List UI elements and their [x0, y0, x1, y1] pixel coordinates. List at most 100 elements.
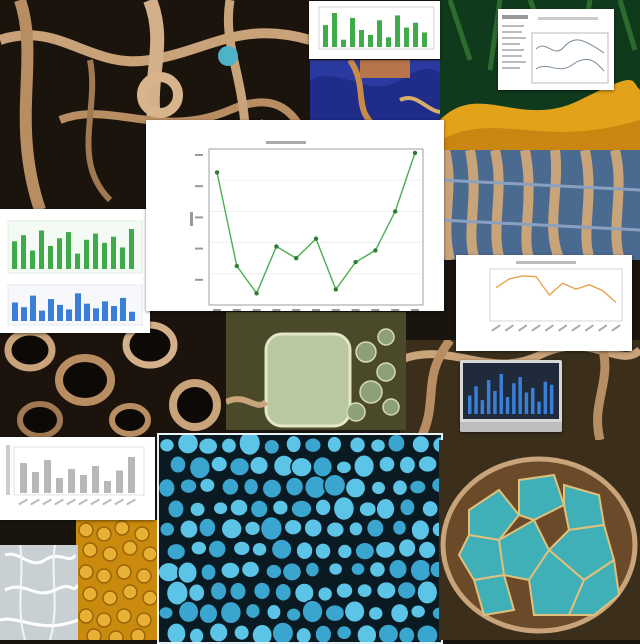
cell	[354, 541, 376, 561]
bar	[537, 401, 541, 414]
cell	[176, 435, 200, 455]
cell	[198, 477, 216, 494]
cell	[228, 581, 248, 602]
bar	[480, 400, 485, 414]
data-point	[294, 256, 299, 261]
bar	[332, 13, 337, 47]
cell	[251, 541, 268, 558]
cell	[159, 477, 176, 499]
cell	[431, 435, 441, 454]
cell	[283, 518, 303, 536]
main-line-chart	[190, 141, 424, 311]
x-tick-label	[312, 309, 320, 311]
data-point	[313, 236, 319, 241]
cell	[261, 478, 283, 499]
x-tick-label	[78, 498, 88, 506]
x-tick-label	[126, 498, 136, 506]
right-line-chart	[489, 261, 623, 332]
cell	[387, 558, 408, 580]
cell	[290, 456, 313, 478]
cell	[378, 455, 396, 474]
cell	[369, 437, 387, 454]
bar	[531, 387, 535, 414]
cell	[295, 626, 313, 642]
cell	[303, 517, 324, 538]
x-tick-label	[597, 324, 608, 332]
cell	[159, 437, 176, 453]
bar	[56, 478, 63, 493]
bar	[543, 381, 548, 414]
bar	[75, 253, 80, 269]
x-tick-label	[611, 324, 621, 332]
bar	[84, 303, 90, 321]
x-tick-label	[272, 309, 281, 311]
data-point	[353, 259, 358, 265]
bar	[84, 239, 89, 269]
cell	[285, 607, 302, 623]
cell	[303, 436, 323, 454]
bar	[21, 235, 26, 269]
cell	[251, 623, 274, 642]
bar	[57, 304, 63, 321]
cell	[327, 561, 344, 577]
bar	[21, 307, 27, 321]
cell	[386, 435, 406, 454]
cell	[209, 580, 228, 602]
x-tick-label	[584, 324, 595, 332]
data-point	[234, 263, 239, 269]
y-tick-label	[195, 278, 203, 281]
bar	[80, 475, 87, 493]
cell	[324, 603, 346, 623]
cell	[220, 517, 243, 540]
bar	[493, 390, 497, 414]
bar	[39, 310, 45, 321]
bar	[12, 241, 17, 269]
cell	[188, 627, 205, 642]
cell	[169, 455, 187, 475]
teal-cell-cross-section	[439, 440, 640, 640]
cell	[281, 561, 303, 582]
cell	[295, 540, 314, 561]
fibrous-tissue-right	[440, 150, 640, 260]
y-tick-label	[195, 247, 203, 250]
bar	[505, 397, 510, 414]
bar	[395, 15, 400, 47]
bar	[66, 232, 71, 269]
cell	[332, 495, 356, 522]
cell	[409, 603, 427, 619]
bar	[39, 230, 44, 269]
bar	[120, 247, 125, 269]
bar	[486, 380, 491, 414]
cell	[166, 542, 187, 561]
data-point	[274, 244, 279, 249]
blue-gold-texture-top	[310, 60, 450, 130]
cell	[410, 518, 431, 542]
bar	[48, 299, 54, 321]
bar	[377, 20, 382, 47]
bar	[102, 242, 107, 269]
data-point	[412, 150, 418, 156]
cell	[415, 623, 439, 642]
x-tick-label	[114, 498, 124, 506]
cell	[335, 624, 353, 641]
cell	[166, 622, 187, 642]
cell	[200, 563, 217, 582]
top-bar-chart	[318, 6, 435, 50]
cell	[233, 624, 251, 642]
bar	[12, 302, 18, 321]
cell	[271, 499, 290, 517]
cell	[365, 518, 385, 539]
monitor-bar-chart	[460, 360, 562, 432]
cell	[188, 455, 212, 480]
cell	[375, 580, 397, 600]
cell	[290, 499, 313, 519]
cell	[263, 438, 281, 456]
cell	[397, 625, 416, 642]
cell	[238, 435, 262, 457]
cell	[356, 623, 378, 642]
cell	[207, 539, 227, 559]
cell	[301, 599, 324, 624]
cell	[177, 561, 199, 585]
x-tick-label	[252, 309, 261, 311]
cell	[190, 540, 208, 556]
